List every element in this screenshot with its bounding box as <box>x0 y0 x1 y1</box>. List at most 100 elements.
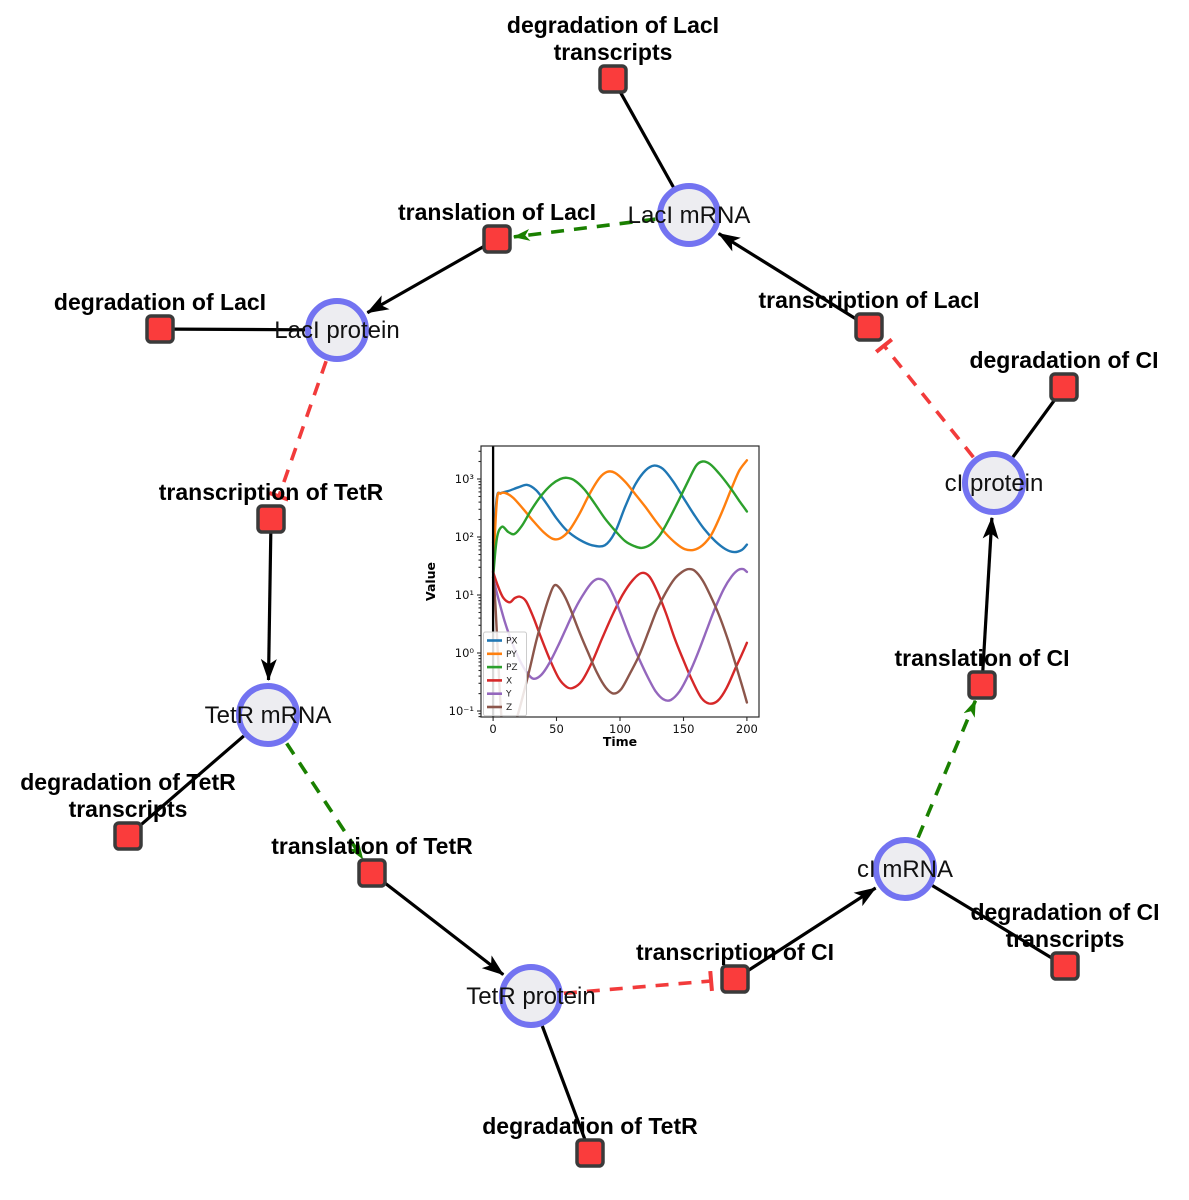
reaction-node-transl_laci <box>482 224 512 254</box>
species-circle <box>499 964 563 1028</box>
reaction-square <box>256 504 286 534</box>
species-circle <box>657 183 721 247</box>
edge-transl_laci-to-laci_protein <box>366 244 486 315</box>
x-tick-label: 200 <box>736 722 758 736</box>
reaction-square <box>720 964 750 994</box>
reaction-label-transl_laci: translation of LacI <box>398 199 596 225</box>
edge-ci_protein-to-deg_ci <box>1011 397 1058 459</box>
y-tick-label: 10⁻¹ <box>449 704 474 718</box>
x-tick-label: 100 <box>609 722 631 736</box>
reaction-label-deg_tetr_tx: transcripts <box>69 796 188 822</box>
species-circle <box>873 837 937 901</box>
reaction-label-deg_laci_tx: transcripts <box>554 39 673 65</box>
reaction-node-transl_tetr <box>357 858 387 888</box>
edge-transl_ci-to-ci_protein <box>981 516 999 672</box>
y-tick-label: 10⁰ <box>455 646 475 660</box>
series-X <box>491 570 749 705</box>
series-PX <box>491 464 749 554</box>
legend-label-X: X <box>506 676 512 686</box>
reaction-label-tx_laci: transcription of LacI <box>758 287 979 313</box>
reaction-node-deg_laci <box>145 314 175 344</box>
species-node-ci_mrna <box>873 837 937 901</box>
species-label-ci_protein: cI protein <box>945 470 1044 497</box>
reaction-label-deg_laci: degradation of LacI <box>54 289 266 315</box>
reaction-node-deg_ci_tx <box>1050 951 1080 981</box>
reaction-square <box>575 1138 605 1168</box>
edge-laci_protein-to-tx_tetr <box>268 360 328 502</box>
edge-tetr_protein-to-deg_tetr <box>540 1025 587 1141</box>
edge-transl_tetr-to-tetr_protein <box>382 880 505 976</box>
reaction-square <box>145 314 175 344</box>
species-label-ci_mrna: cI mRNA <box>857 856 953 883</box>
legend-label-PZ: PZ <box>506 663 518 673</box>
edge-ci_mrna-to-transl_ci <box>916 699 978 839</box>
edge-tetr_mrna-to-transl_tetr <box>285 742 365 860</box>
y-tick-label: 10³ <box>455 472 475 486</box>
reaction-label-deg_ci_tx: degradation of CI <box>970 899 1159 925</box>
reaction-node-tx_tetr <box>256 504 286 534</box>
axes-frame <box>480 445 760 718</box>
x-axis-label: Time <box>603 734 637 749</box>
species-circle <box>305 298 369 362</box>
species-node-laci_protein <box>305 298 369 362</box>
edge-tx_tetr-to-tetr_mrna <box>260 532 277 681</box>
series-PZ <box>491 460 749 579</box>
reaction-square <box>113 821 143 851</box>
y-axis-label: Value <box>423 562 438 601</box>
reaction-label-deg_tetr_tx: degradation of TetR <box>20 769 236 795</box>
legend-label-Y: Y <box>505 690 512 700</box>
reaction-label-deg_ci: degradation of CI <box>969 347 1158 373</box>
series-Z <box>491 567 749 717</box>
reaction-label-tx_ci: transcription of CI <box>636 939 834 965</box>
edge-laci_protein-to-deg_laci <box>173 327 306 332</box>
species-label-tetr_protein: TetR protein <box>466 983 595 1010</box>
edge-tx_laci-to-laci_mrna <box>717 232 858 321</box>
reaction-square <box>1050 951 1080 981</box>
legend-label-PY: PY <box>506 650 517 660</box>
series-Y <box>491 567 749 702</box>
species-node-laci_mrna <box>657 183 721 247</box>
species-node-tetr_protein <box>499 964 563 1028</box>
edge-tx_ci-to-ci_mrna <box>745 886 877 973</box>
reaction-label-deg_tetr: degradation of TetR <box>482 1113 698 1139</box>
chart-legend: PX PY PZ XYZ <box>483 631 527 717</box>
y-tick-label: 10² <box>455 530 474 544</box>
series-PY <box>491 459 749 574</box>
reaction-label-tx_tetr: transcription of TetR <box>159 479 384 505</box>
edge-ci_protein-to-tx_laci <box>874 337 975 459</box>
legend-label-Z: Z <box>506 703 512 713</box>
edge-laci_mrna-to-deg_laci_tx <box>618 90 675 188</box>
x-tick-label: 50 <box>549 722 564 736</box>
reaction-node-tx_ci <box>720 964 750 994</box>
species-node-tetr_mrna <box>236 683 300 747</box>
edge-ci_mrna-to-deg_ci_tx <box>931 884 1054 961</box>
legend-label-PX: PX <box>506 637 518 647</box>
x-tick-label: 150 <box>673 722 695 736</box>
reaction-label-transl_tetr: translation of TetR <box>271 833 473 859</box>
edge-laci_mrna-to-transl_laci <box>512 217 656 241</box>
species-label-laci_mrna: LacI mRNA <box>628 202 751 229</box>
edge-tetr_protein-to-tx_ci <box>563 970 714 996</box>
species-circle <box>962 451 1026 515</box>
reaction-node-deg_ci <box>1049 372 1079 402</box>
species-node-ci_protein <box>962 451 1026 515</box>
timecourse-inset-chart: 0 50 100 150 200 10³ 10² 10¹ 10⁰ 10⁻¹ PX PY PZ XYZ Ti… <box>415 430 775 770</box>
reaction-label-deg_laci_tx: degradation of LacI <box>507 12 719 38</box>
reaction-label-transl_ci: translation of CI <box>894 645 1069 671</box>
reaction-square <box>967 670 997 700</box>
reaction-square <box>1049 372 1079 402</box>
y-tick-label: 10¹ <box>455 588 474 602</box>
chart-series-group <box>491 446 749 717</box>
reaction-node-transl_ci <box>967 670 997 700</box>
edge-tetr_mrna-to-deg_tetr_tx <box>137 734 245 829</box>
species-label-laci_protein: LacI protein <box>274 317 399 344</box>
reaction-label-deg_ci_tx: transcripts <box>1006 926 1125 952</box>
reaction-node-deg_laci_tx <box>598 64 628 94</box>
reaction-square <box>357 858 387 888</box>
reaction-square <box>598 64 628 94</box>
x-tick-label: 0 <box>489 722 496 736</box>
reaction-node-deg_tetr <box>575 1138 605 1168</box>
reaction-node-deg_tetr_tx <box>113 821 143 851</box>
